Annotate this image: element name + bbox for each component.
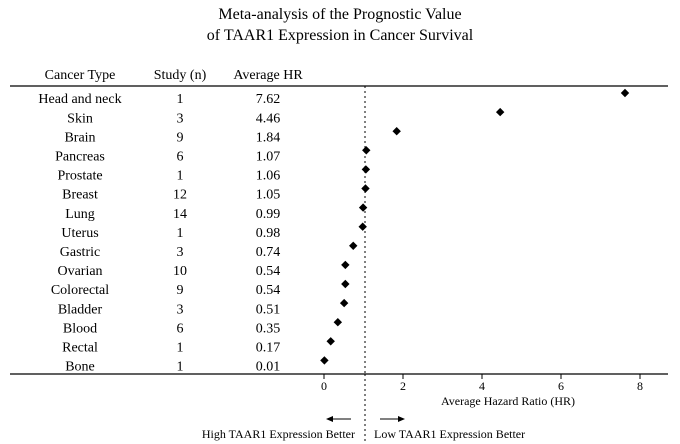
average-hr-label: 1.07 — [256, 150, 281, 165]
cancer-type-label: Lung — [65, 207, 95, 222]
average-hr-label: 0.35 — [256, 321, 281, 336]
cancer-type-label: Breast — [62, 188, 98, 203]
cancer-type-label: Ovarian — [57, 264, 102, 279]
cancer-type-label: Brain — [64, 130, 95, 145]
x-tick-label: 6 — [558, 379, 564, 393]
hr-marker — [361, 165, 371, 174]
hr-marker — [341, 279, 350, 289]
x-axis: 0 2 4 6 8 — [321, 374, 643, 393]
hr-marker — [326, 337, 335, 346]
cancer-type-label: Bone — [65, 360, 95, 375]
hr-marker — [620, 88, 630, 98]
average-hr-label: 0.99 — [256, 207, 281, 222]
average-hr-label: 1.84 — [256, 130, 281, 145]
cancer-type-label: Rectal — [62, 341, 98, 356]
study-count-label: 3 — [177, 245, 184, 260]
hr-marker — [358, 203, 368, 212]
study-count-label: 1 — [177, 226, 184, 241]
arrow-left-head — [326, 416, 333, 422]
column-header-cancer-type: Cancer Type — [45, 68, 116, 83]
average-hr-label: 0.98 — [256, 226, 281, 241]
study-count-label: 6 — [177, 321, 184, 336]
study-count-label: 1 — [177, 169, 184, 184]
average-hr-label: 1.06 — [256, 169, 281, 184]
average-hr-label: 0.54 — [256, 283, 281, 298]
average-hr-label: 0.54 — [256, 264, 281, 279]
hr-marker — [358, 222, 367, 231]
column-header-average-hr: Average HR — [233, 68, 303, 83]
hr-marker — [362, 146, 371, 155]
study-count-label: 10 — [173, 264, 187, 279]
hr-markers — [320, 88, 630, 365]
annotation-low-expression-better: Low TAAR1 Expression Better — [374, 427, 525, 441]
hr-marker — [341, 260, 350, 270]
x-tick-label: 0 — [321, 379, 327, 393]
hr-marker — [339, 298, 349, 308]
study-count-label: 9 — [177, 130, 184, 145]
study-count-label: 12 — [173, 188, 187, 203]
average-hr-label: 4.46 — [256, 111, 281, 126]
hr-marker — [320, 356, 329, 365]
cancer-type-label: Colorectal — [51, 283, 109, 298]
study-count-label: 9 — [177, 283, 184, 298]
hr-marker — [333, 318, 343, 327]
study-count-label: 1 — [177, 360, 184, 375]
cancer-type-label: Uterus — [61, 226, 98, 241]
study-count-label: 1 — [177, 92, 184, 107]
cancer-type-label: Prostate — [57, 169, 102, 184]
study-count-label: 1 — [177, 341, 184, 356]
hr-marker — [495, 107, 505, 117]
average-hr-label: 0.51 — [256, 302, 281, 317]
cancer-type-label: Bladder — [58, 302, 103, 317]
study-count-label: 3 — [177, 111, 184, 126]
cancer-type-label: Blood — [63, 321, 97, 336]
cancer-type-label: Skin — [67, 111, 93, 126]
study-count-label: 14 — [173, 207, 187, 222]
hr-marker — [361, 184, 370, 193]
hr-marker — [349, 241, 358, 250]
table-rows: Head and neck 1 7.62 Skin 3 4.46 Brain 9 1.84 Pan… — [38, 92, 280, 374]
cancer-type-label: Head and neck — [38, 92, 121, 107]
arrow-right-head — [398, 416, 405, 422]
average-hr-label: 0.74 — [256, 245, 281, 260]
average-hr-label: 0.17 — [256, 341, 281, 356]
x-tick-label: 2 — [400, 379, 406, 393]
column-header-study: Study (n) — [154, 68, 207, 83]
average-hr-label: 7.62 — [256, 92, 281, 107]
x-tick-label: 4 — [479, 379, 485, 393]
study-count-label: 6 — [177, 150, 184, 165]
chart-title-line-1: Meta-analysis of the Prognostic Value — [218, 6, 461, 23]
cancer-type-label: Pancreas — [55, 150, 105, 165]
x-axis-label: Average Hazard Ratio (HR) — [441, 394, 575, 408]
cancer-type-label: Gastric — [60, 245, 100, 260]
study-count-label: 3 — [177, 302, 184, 317]
chart-title-line-2: of TAAR1 Expression in Cancer Survival — [207, 27, 474, 44]
average-hr-label: 1.05 — [256, 188, 281, 203]
average-hr-label: 0.01 — [256, 360, 281, 375]
hr-marker — [392, 127, 401, 136]
annotation-high-expression-better: High TAAR1 Expression Better — [202, 427, 355, 441]
x-tick-label: 8 — [637, 379, 643, 393]
